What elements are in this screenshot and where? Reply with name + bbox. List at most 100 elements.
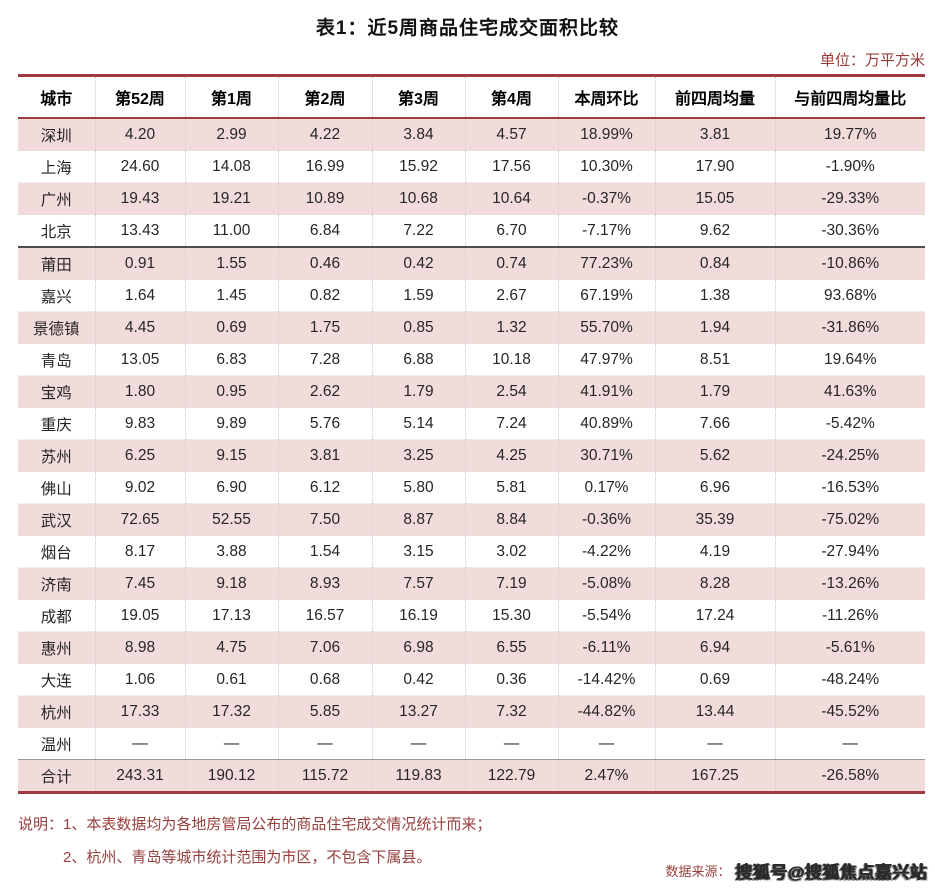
note-2-text: 2、杭州、青岛等城市统计范围为市区，不包含下属县。 (63, 849, 432, 866)
value-cell: 16.99 (278, 150, 373, 183)
data-source-line: 数据来源： 搜狐号@搜狐焦点嘉兴站 (665, 858, 927, 883)
value-cell: 5.81 (465, 471, 559, 504)
value-cell: 0.61 (185, 663, 279, 696)
percent-cell: 41.91% (558, 375, 656, 408)
city-cell: 杭州 (18, 695, 96, 728)
city-cell: 青岛 (18, 343, 96, 376)
value-cell: 7.57 (372, 567, 466, 600)
table-row: 成都 19.05 17.13 16.57 16.19 15.30 -5.54% 17.24 -1… (18, 599, 925, 632)
value-cell: 13.44 (655, 695, 776, 728)
value-cell: 0.95 (185, 375, 279, 408)
percent-cell: 47.97% (558, 343, 656, 376)
percent-cell: -10.86% (775, 246, 925, 280)
value-cell: 1.45 (185, 279, 279, 312)
housing-transaction-table: 城市 第52周 第1周 第2周 第3周 第4周 本周环比 前四周均量 与前四周均量比 深圳 4.2… (18, 74, 925, 794)
value-cell: 6.83 (185, 343, 279, 376)
city-cell: 惠州 (18, 631, 96, 664)
table-row: 广州 19.43 19.21 10.89 10.68 10.64 -0.37% 15.05 -2… (18, 182, 925, 215)
value-cell: 8.28 (655, 567, 776, 600)
percent-cell: -45.52% (775, 695, 925, 728)
value-cell: 1.64 (95, 279, 186, 312)
table-row: 宝鸡 1.80 0.95 2.62 1.79 2.54 41.91% 1.79 41.63% (18, 375, 925, 408)
value-cell: 1.75 (278, 311, 373, 344)
value-cell: 14.08 (185, 150, 279, 183)
percent-cell: -4.22% (558, 535, 656, 568)
value-cell: 7.19 (465, 567, 559, 600)
value-cell: 7.66 (655, 407, 776, 440)
value-cell: 5.76 (278, 407, 373, 440)
value-cell: 15.92 (372, 150, 466, 183)
value-cell: 9.89 (185, 407, 279, 440)
value-cell: — (278, 727, 373, 760)
table-row: 青岛 13.05 6.83 7.28 6.88 10.18 47.97% 8.51 19.64% (18, 343, 925, 376)
value-cell: 243.31 (95, 759, 186, 793)
city-cell: 烟台 (18, 535, 96, 568)
note-line-1: 说明：1、本表数据均为各地房管局公布的商品住宅成交情况统计而来； (18, 808, 935, 841)
column-header-0: 城市 (18, 75, 96, 119)
value-cell: 6.55 (465, 631, 559, 664)
value-cell: 2.54 (465, 375, 559, 408)
value-cell: 1.94 (655, 311, 776, 344)
value-cell: 4.57 (465, 117, 559, 151)
value-cell: 122.79 (465, 759, 559, 793)
city-cell: 景德镇 (18, 311, 96, 344)
value-cell: 17.56 (465, 150, 559, 183)
percent-cell: 30.71% (558, 439, 656, 472)
table-row: 温州 — — — — — — — — (18, 727, 925, 760)
city-cell: 成都 (18, 599, 96, 632)
value-cell: 0.74 (465, 246, 559, 280)
value-cell: 4.19 (655, 535, 776, 568)
percent-cell: 77.23% (558, 246, 656, 280)
percent-cell: -30.36% (775, 214, 925, 248)
value-cell: 4.75 (185, 631, 279, 664)
percent-cell: -5.08% (558, 567, 656, 600)
city-cell: 北京 (18, 214, 96, 248)
value-cell: 35.39 (655, 503, 776, 536)
value-cell: 8.84 (465, 503, 559, 536)
percent-cell: 40.89% (558, 407, 656, 440)
city-cell: 济南 (18, 567, 96, 600)
percent-cell: 10.30% (558, 150, 656, 183)
value-cell: 16.19 (372, 599, 466, 632)
value-cell: 0.84 (655, 246, 776, 280)
percent-cell: 41.63% (775, 375, 925, 408)
value-cell: 24.60 (95, 150, 186, 183)
value-cell: — (95, 727, 186, 760)
percent-cell: -5.61% (775, 631, 925, 664)
value-cell: 0.85 (372, 311, 466, 344)
column-header-3: 第2周 (278, 75, 373, 119)
value-cell: 4.45 (95, 311, 186, 344)
percent-cell: -14.42% (558, 663, 656, 696)
percent-cell: -24.25% (775, 439, 925, 472)
value-cell: 0.42 (372, 663, 466, 696)
city-cell: 宝鸡 (18, 375, 96, 408)
percent-cell: -0.36% (558, 503, 656, 536)
value-cell: 8.93 (278, 567, 373, 600)
city-cell: 佛山 (18, 471, 96, 504)
value-cell: 1.54 (278, 535, 373, 568)
value-cell: 13.27 (372, 695, 466, 728)
value-cell: 15.05 (655, 182, 776, 215)
table-row: 济南 7.45 9.18 8.93 7.57 7.19 -5.08% 8.28 -13.26% (18, 567, 925, 600)
value-cell: 9.15 (185, 439, 279, 472)
percent-cell: -6.11% (558, 631, 656, 664)
value-cell: 2.67 (465, 279, 559, 312)
percent-cell: -1.90% (775, 150, 925, 183)
value-cell: 4.20 (95, 117, 186, 151)
value-cell: 0.82 (278, 279, 373, 312)
city-cell: 合计 (18, 759, 96, 793)
column-header-1: 第52周 (95, 75, 186, 119)
value-cell: 7.28 (278, 343, 373, 376)
table-total-row: 合计 243.31 190.12 115.72 119.83 122.79 2.47% 167… (18, 759, 925, 793)
percent-cell: 18.99% (558, 117, 656, 151)
value-cell: 2.99 (185, 117, 279, 151)
column-header-7: 前四周均量 (655, 75, 776, 119)
value-cell: 9.62 (655, 214, 776, 248)
value-cell: 5.85 (278, 695, 373, 728)
value-cell: 9.83 (95, 407, 186, 440)
value-cell: 0.69 (655, 663, 776, 696)
value-cell: — (185, 727, 279, 760)
city-cell: 深圳 (18, 117, 96, 151)
percent-cell: 67.19% (558, 279, 656, 312)
